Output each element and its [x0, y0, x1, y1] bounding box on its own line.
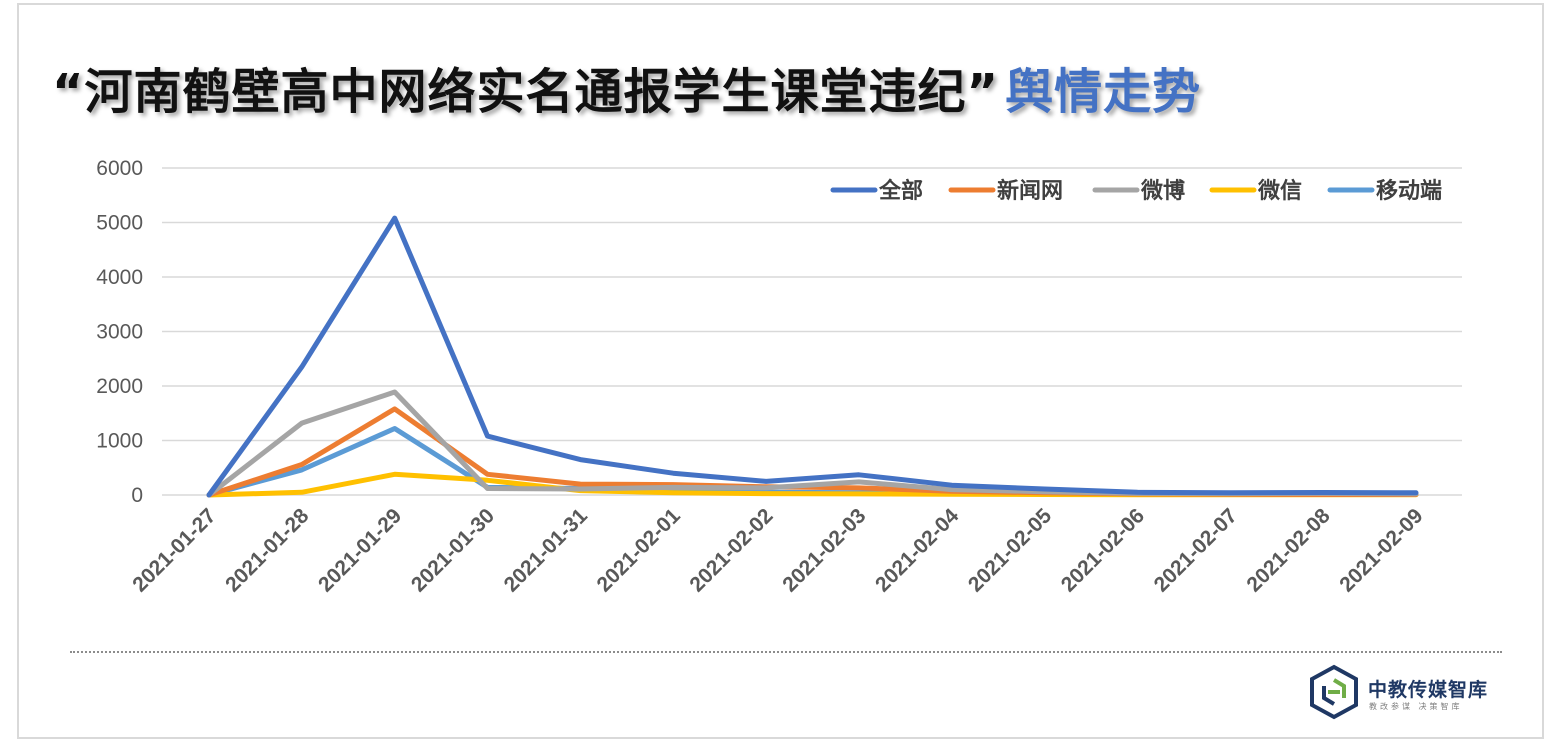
- y-tick-label: 1000: [96, 430, 143, 453]
- legend-label: 微信: [1257, 178, 1302, 204]
- legend-label: 新闻网: [997, 178, 1063, 204]
- x-tick-label: 2021-02-08: [1242, 504, 1334, 596]
- series-line-0: [206, 215, 1419, 498]
- y-axis-ticks: 0 1000 2000 3000 4000 5000 6000: [96, 157, 143, 507]
- x-tick-label: 2021-01-28: [221, 504, 313, 596]
- x-tick-label: 2021-02-01: [593, 504, 685, 596]
- logo-name: 中教传媒智库: [1368, 679, 1489, 701]
- x-tick-label: 2021-01-27: [128, 504, 220, 596]
- x-tick-label: 2021-01-30: [407, 504, 499, 596]
- y-tick-label: 0: [131, 484, 143, 507]
- chart-frame: [17, 3, 1544, 739]
- x-tick-label: 2021-02-06: [1057, 504, 1149, 596]
- logo: 中教传媒智库 教改参谋 决策智库: [1306, 664, 1506, 724]
- x-tick-label: 2021-02-07: [1150, 504, 1242, 596]
- y-tick-label: 2000: [96, 375, 143, 398]
- title-accent: 舆情走势: [1005, 64, 1202, 120]
- legend: 全部 新闻网 微博 微信 移动端: [830, 178, 1442, 204]
- series-line-1: [206, 406, 1419, 498]
- x-tick-label: 2021-02-09: [1335, 504, 1427, 596]
- logo-tagline: 教改参谋 决策智库: [1369, 702, 1463, 711]
- x-tick-label: 2021-02-04: [871, 504, 963, 596]
- y-tick-label: 4000: [96, 266, 143, 289]
- x-axis-ticks: 2021-01-27 2021-01-28 2021-01-29 2021-01-30…: [128, 504, 1427, 596]
- y-tick-label: 3000: [96, 321, 143, 344]
- hexagon-logo-icon: [1310, 664, 1358, 720]
- legend-label: 全部: [878, 178, 923, 204]
- legend-label: 移动端: [1376, 178, 1442, 204]
- title-main: “河南鹤壁高中网络实名通报学生课堂违纪”: [52, 64, 1000, 120]
- x-tick-label: 2021-02-02: [685, 504, 777, 596]
- divider-line: [70, 651, 1502, 653]
- legend-label: 微博: [1140, 178, 1185, 204]
- x-tick-label: 2021-02-03: [778, 504, 870, 596]
- x-tick-label: 2021-01-31: [500, 504, 592, 596]
- y-tick-label: 6000: [96, 157, 143, 180]
- x-tick-label: 2021-02-05: [964, 504, 1056, 596]
- x-tick-label: 2021-01-29: [314, 504, 406, 596]
- y-tick-label: 5000: [96, 212, 143, 235]
- chart-title: “河南鹤壁高中网络实名通报学生课堂违纪” 舆情走势: [52, 52, 1201, 122]
- series-lines: [206, 215, 1419, 498]
